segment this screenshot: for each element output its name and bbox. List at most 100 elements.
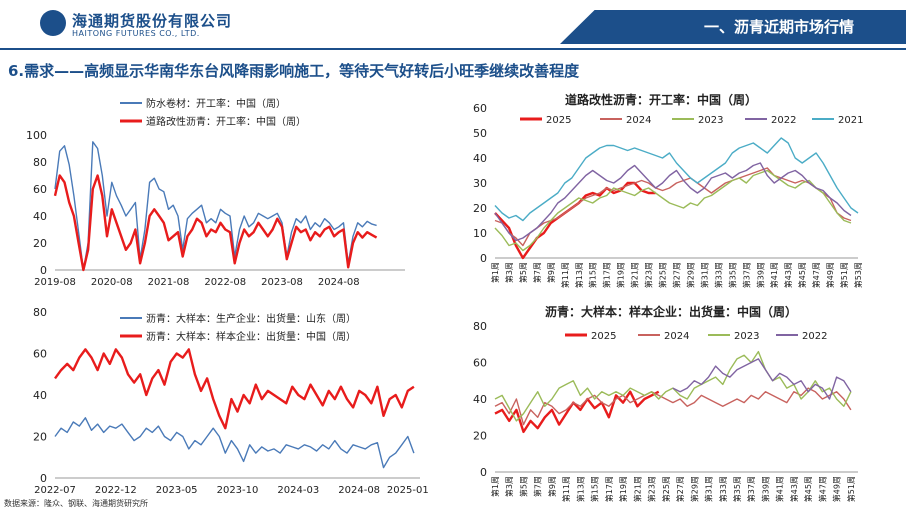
- x-tick-label: 2019-08: [34, 277, 76, 288]
- section-title: 一、沥青近期市场行情: [703, 18, 854, 36]
- x-week-label: 第53周: [853, 262, 863, 288]
- x-week-label: 第23周: [647, 476, 657, 502]
- x-week-label: 第13周: [575, 476, 585, 502]
- x-week-label: 第45周: [797, 262, 807, 288]
- x-week-label: 第9周: [547, 476, 557, 497]
- x-week-label: 第35周: [727, 262, 737, 288]
- y-tick-label: 50: [473, 127, 487, 140]
- x-week-label: 第31周: [704, 476, 714, 502]
- x-week-label: 第29周: [689, 476, 699, 502]
- x-tick-label: 2024-08: [318, 277, 360, 288]
- y-tick-label: 10: [473, 227, 487, 240]
- y-tick-label: 60: [33, 183, 47, 196]
- series-line-2: [494, 169, 852, 252]
- x-week-label: 第47周: [811, 262, 821, 288]
- x-tick-label: 2022-12: [95, 485, 137, 496]
- y-tick-label: 100: [26, 129, 47, 142]
- company-logo-icon: [40, 10, 66, 36]
- x-tick-label: 2024-08: [338, 485, 380, 496]
- series-line-1: [494, 167, 852, 247]
- series-line-3: [672, 358, 852, 400]
- x-week-label: 第27周: [675, 476, 685, 502]
- y-tick-label: 0: [480, 466, 487, 479]
- legend-label: 2022: [771, 115, 796, 126]
- page-heading: 6.需求——高频显示华南华东台风降雨影响施工，等待天气好转后小旺季继续改善程度: [8, 62, 580, 80]
- x-week-label: 第33周: [718, 476, 728, 502]
- x-tick-label: 2022-08: [204, 277, 246, 288]
- x-week-label: 第41周: [769, 262, 779, 288]
- x-week-label: 第37周: [741, 262, 751, 288]
- x-week-label: 第15周: [590, 476, 600, 502]
- y-tick-label: 40: [33, 389, 47, 402]
- x-week-label: 第15周: [588, 262, 598, 288]
- y-tick-label: 60: [473, 102, 487, 115]
- y-tick-label: 20: [473, 430, 487, 443]
- x-week-label: 第7周: [532, 262, 542, 283]
- y-tick-label: 60: [33, 348, 47, 361]
- legend-label: 2024: [664, 331, 689, 342]
- x-week-label: 第19周: [616, 262, 626, 288]
- series-line-3: [494, 162, 852, 242]
- x-week-label: 第23周: [644, 262, 654, 288]
- x-week-label: 第21周: [632, 476, 642, 502]
- y-tick-label: 80: [33, 156, 47, 169]
- header-divider: [0, 48, 906, 50]
- x-tick-label: 2025-01: [387, 485, 429, 496]
- x-week-label: 第29周: [685, 262, 695, 288]
- x-tick-label: 2021-08: [148, 277, 190, 288]
- x-week-label: 第37周: [746, 476, 756, 502]
- y-tick-label: 80: [473, 320, 487, 333]
- y-tick-label: 20: [33, 431, 47, 444]
- data-source: 数据来源：隆众、钢联、海通期货研究所: [4, 499, 148, 508]
- legend-label: 2025: [591, 331, 616, 342]
- x-week-label: 第31周: [699, 262, 709, 288]
- x-week-label: 第49周: [832, 476, 842, 502]
- x-week-label: 第41周: [775, 476, 785, 502]
- series-line-0: [54, 141, 377, 271]
- x-week-label: 第9周: [546, 262, 556, 283]
- x-week-label: 第51周: [839, 262, 849, 288]
- y-tick-label: 20: [473, 202, 487, 215]
- x-week-label: 第39周: [755, 262, 765, 288]
- x-week-label: 第11周: [560, 262, 570, 288]
- chart-title: 道路改性沥青：开工率：中国（周）: [565, 92, 757, 107]
- x-week-label: 第51周: [846, 476, 856, 502]
- x-week-label: 第5周: [518, 476, 528, 497]
- x-week-label: 第17周: [604, 476, 614, 502]
- y-tick-label: 0: [40, 472, 47, 485]
- legend-label: 道路改性沥青：开工率：中国（周）: [146, 115, 306, 128]
- x-week-label: 第39周: [760, 476, 770, 502]
- y-tick-label: 60: [473, 357, 487, 370]
- y-tick-label: 40: [473, 393, 487, 406]
- legend-label: 2024: [626, 115, 651, 126]
- x-week-label: 第3周: [504, 262, 514, 283]
- x-tick-label: 2020-08: [91, 277, 133, 288]
- series-line-4: [494, 137, 859, 222]
- x-week-label: 第47周: [817, 476, 827, 502]
- series-line-1: [494, 387, 852, 426]
- x-week-label: 第25周: [661, 476, 671, 502]
- x-week-label: 第43周: [783, 262, 793, 288]
- x-week-label: 第7周: [533, 476, 543, 497]
- y-tick-label: 80: [33, 306, 47, 319]
- series-line-2: [494, 350, 852, 422]
- y-tick-label: 40: [473, 152, 487, 165]
- chart-bottom-right: 0 20 40 60 80 第1周 第3周 第5周 第7周 第9周 第11周 第13周 第15周 第17周…: [473, 304, 858, 502]
- x-tick-label: 2023-05: [156, 485, 198, 496]
- x-week-label: 第19周: [618, 476, 628, 502]
- x-tick-label: 2022-07: [34, 485, 76, 496]
- logo-cn: 海通期货股份有限公司: [72, 12, 233, 30]
- x-week-label: 第35周: [732, 476, 742, 502]
- x-week-label: 第1周: [490, 476, 500, 497]
- section-banner: [560, 10, 906, 44]
- x-week-label: 第45周: [803, 476, 813, 502]
- y-tick-label: 30: [473, 177, 487, 190]
- series-line-0: [494, 390, 660, 434]
- x-week-label: 第21周: [630, 262, 640, 288]
- y-tick-label: 0: [40, 264, 47, 277]
- legend-label: 2022: [802, 331, 827, 342]
- chart-top-right: 0 10 20 30 40 50 60 第1周 第3周 第5周 第7周 第9周 第11周 第13周 第15周…: [473, 92, 863, 288]
- x-week-label: 第5周: [518, 262, 528, 283]
- x-tick-label: 2024-03: [277, 485, 319, 496]
